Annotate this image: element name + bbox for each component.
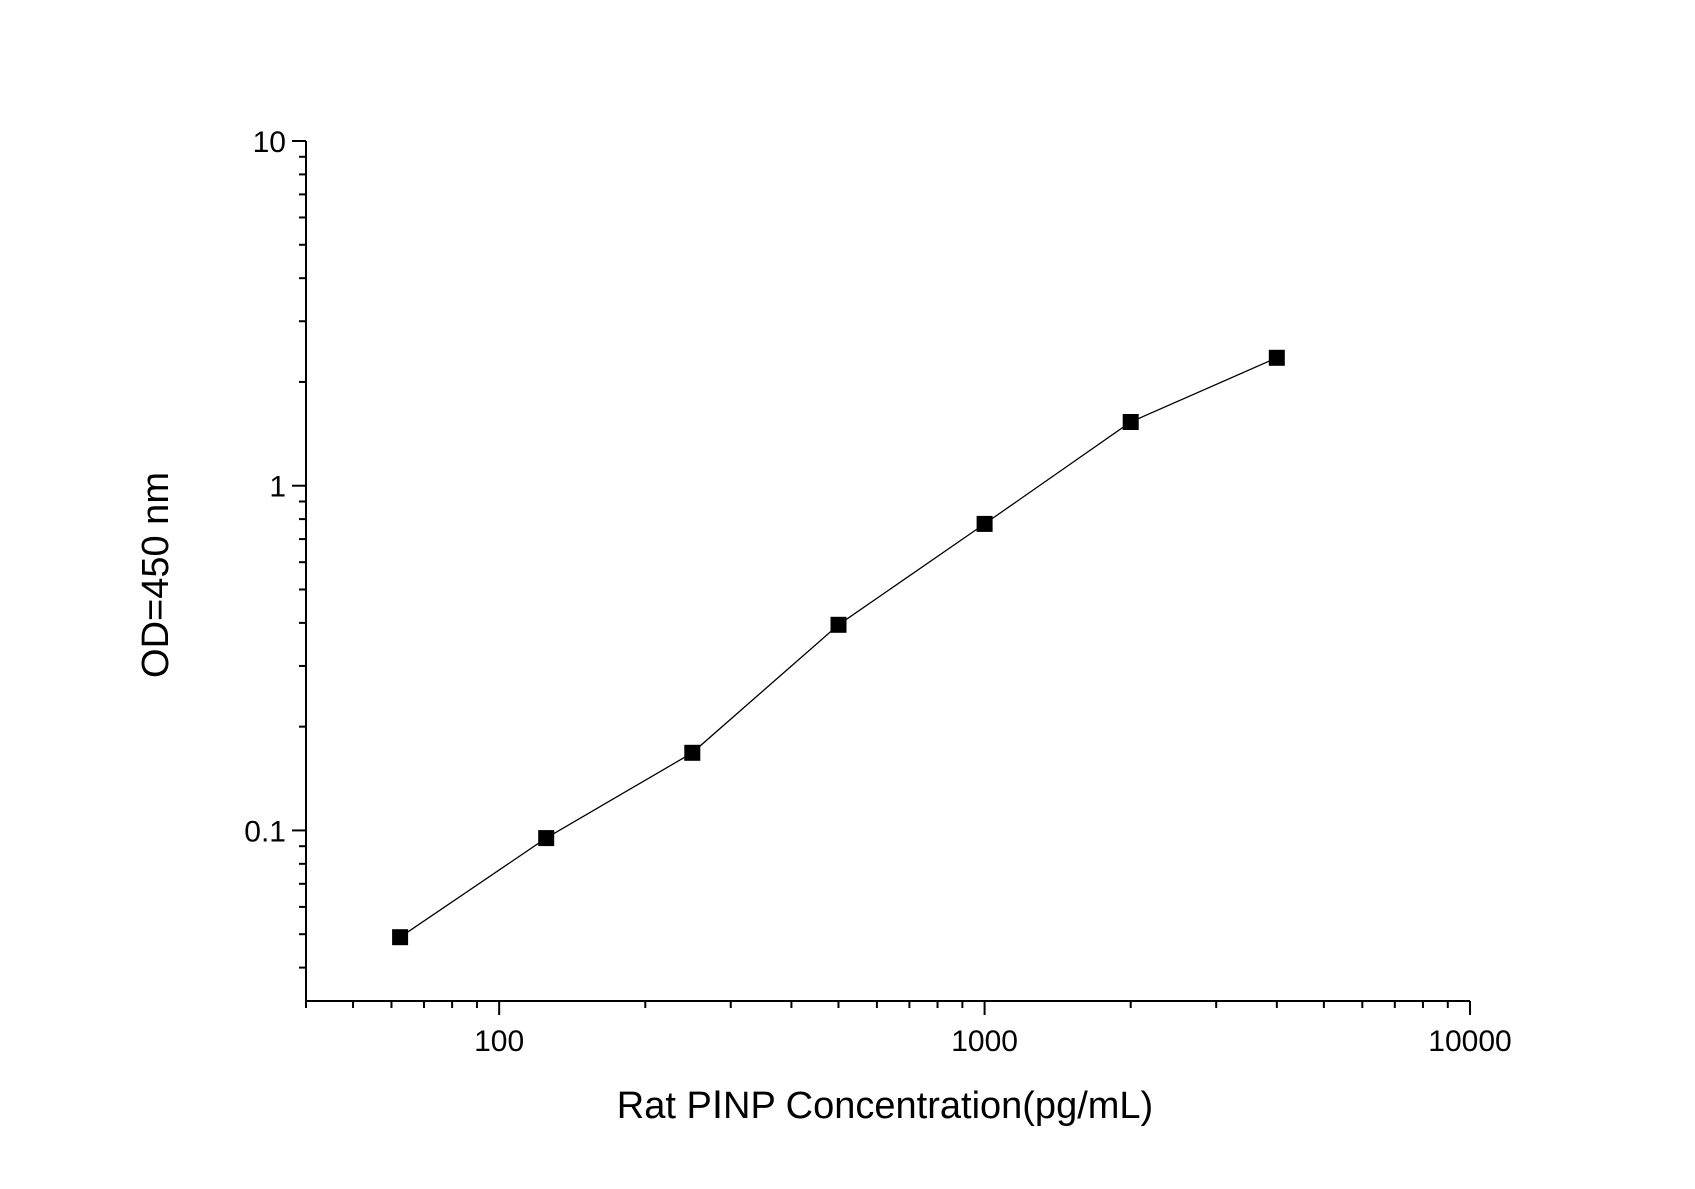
data-point	[1122, 414, 1139, 430]
data-point	[392, 929, 409, 946]
x-axis-title: Rat PⅠNP Concentration(pg/mL)	[617, 1085, 1153, 1127]
x-tick-label: 100	[474, 1025, 524, 1058]
x-tick-label: 10000	[1428, 1025, 1511, 1058]
series-layer	[392, 349, 1285, 946]
data-point	[1268, 349, 1285, 366]
y-axis-title: OD=450 nm	[135, 472, 177, 678]
y-tick-label: 0.1	[244, 815, 286, 848]
x-tick-label: 1000	[951, 1025, 1018, 1058]
y-tick-label: 1	[269, 471, 286, 504]
data-point	[830, 616, 847, 633]
axes: 100 1000 10000 0.1 1 10	[244, 126, 1511, 1058]
data-point	[684, 744, 701, 761]
series-line	[399, 357, 1278, 938]
y-tick-label: 10	[253, 126, 286, 159]
data-point	[538, 830, 555, 847]
data-point	[976, 515, 993, 532]
